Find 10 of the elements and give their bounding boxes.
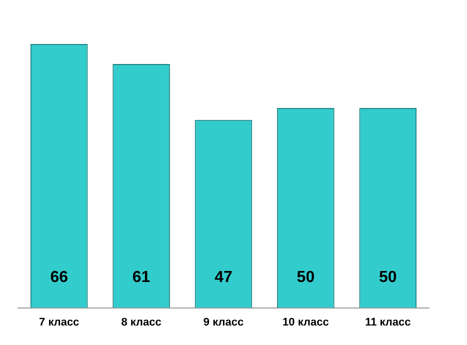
data-label: 66 — [50, 269, 68, 286]
x-tick-label: 9 класс — [203, 316, 244, 328]
data-label: 61 — [132, 269, 150, 286]
x-tick-label: 11 класс — [365, 316, 411, 328]
x-tick-label: 8 класс — [121, 316, 162, 328]
x-tick-label: 7 класс — [39, 316, 80, 328]
data-label: 47 — [214, 269, 232, 286]
x-tick-label: 10 класс — [282, 316, 329, 328]
data-label: 50 — [379, 269, 397, 286]
data-label: 50 — [296, 269, 315, 286]
